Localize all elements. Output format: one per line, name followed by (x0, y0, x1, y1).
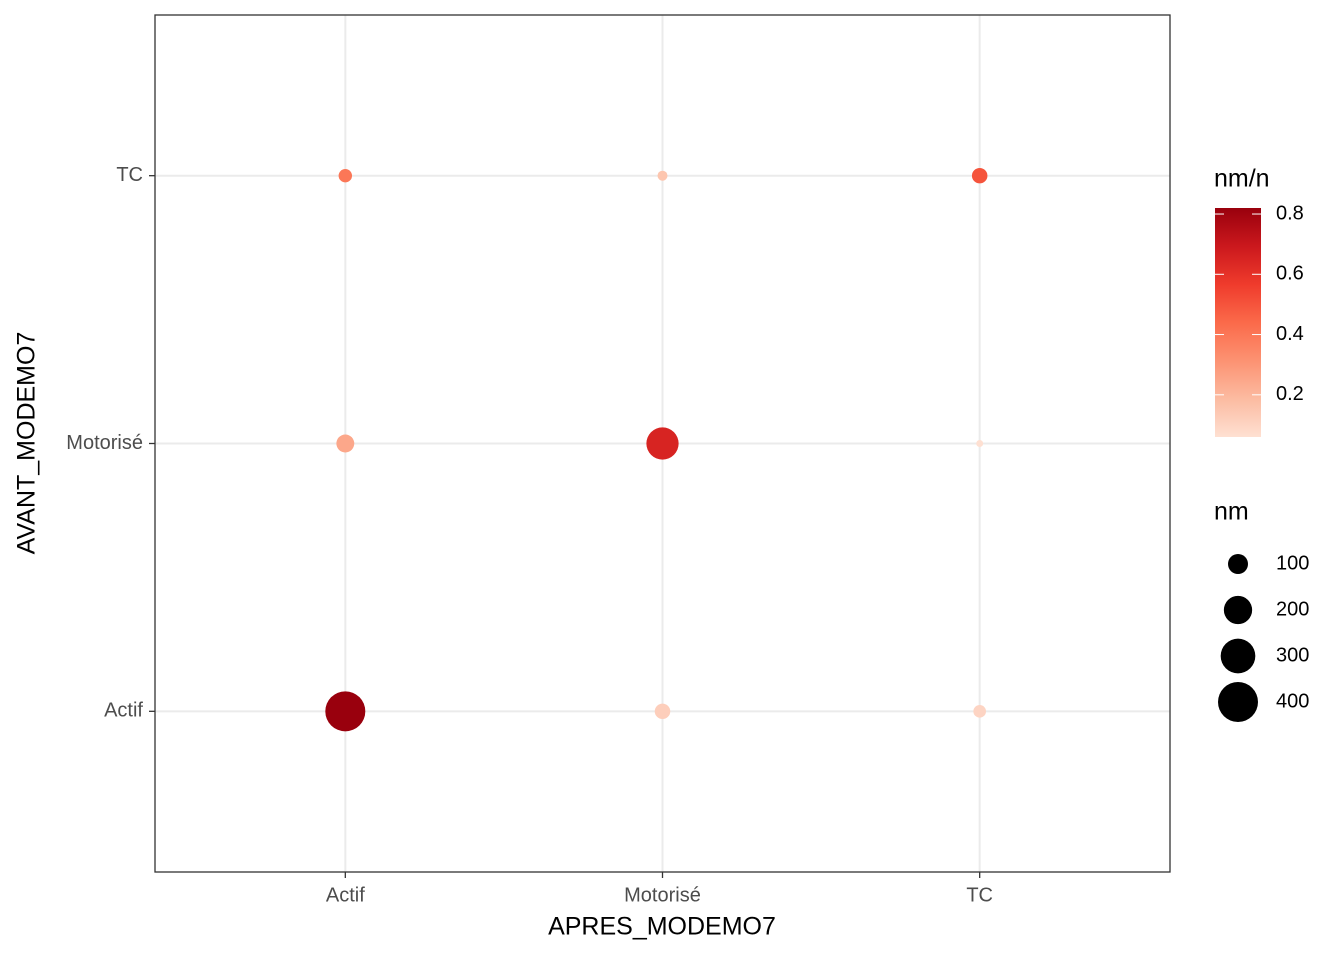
bubble (336, 434, 355, 453)
y-tick-label: Actif (104, 700, 143, 722)
bubble (971, 167, 988, 184)
size-legend-label: 200 (1276, 598, 1309, 620)
bubble (976, 440, 984, 447)
bubble (973, 704, 987, 718)
x-tick-label: Actif (326, 884, 365, 906)
bubble (657, 170, 668, 181)
bubble (654, 703, 671, 720)
size-legend-label: 400 (1276, 690, 1309, 712)
size-legend-key (1228, 554, 1248, 574)
color-legend-title: nm/n (1214, 165, 1270, 193)
size-legend-title: nm (1214, 498, 1249, 526)
bubble (646, 427, 679, 460)
size-legend-key (1218, 682, 1258, 722)
bubble (338, 168, 353, 183)
size-legend-key (1223, 595, 1253, 625)
y-axis-title: AVANT_MODEMO7 (13, 332, 41, 555)
colorbar-label: 0.8 (1276, 202, 1304, 224)
x-tick-label: TC (966, 884, 993, 906)
size-legend-label: 300 (1276, 644, 1309, 666)
bubble (325, 691, 366, 732)
colorbar (1215, 208, 1261, 437)
y-tick-label: Motorisé (66, 432, 143, 454)
x-tick-label: Motorisé (624, 884, 701, 906)
colorbar-label: 0.4 (1276, 323, 1304, 345)
colorbar-label: 0.6 (1276, 263, 1304, 285)
x-axis-title: APRES_MODEMO7 (548, 913, 776, 941)
y-tick-label: TC (116, 164, 143, 186)
size-legend-key (1220, 638, 1256, 674)
size-legend-label: 100 (1276, 552, 1309, 574)
colorbar-label: 0.2 (1276, 383, 1304, 405)
